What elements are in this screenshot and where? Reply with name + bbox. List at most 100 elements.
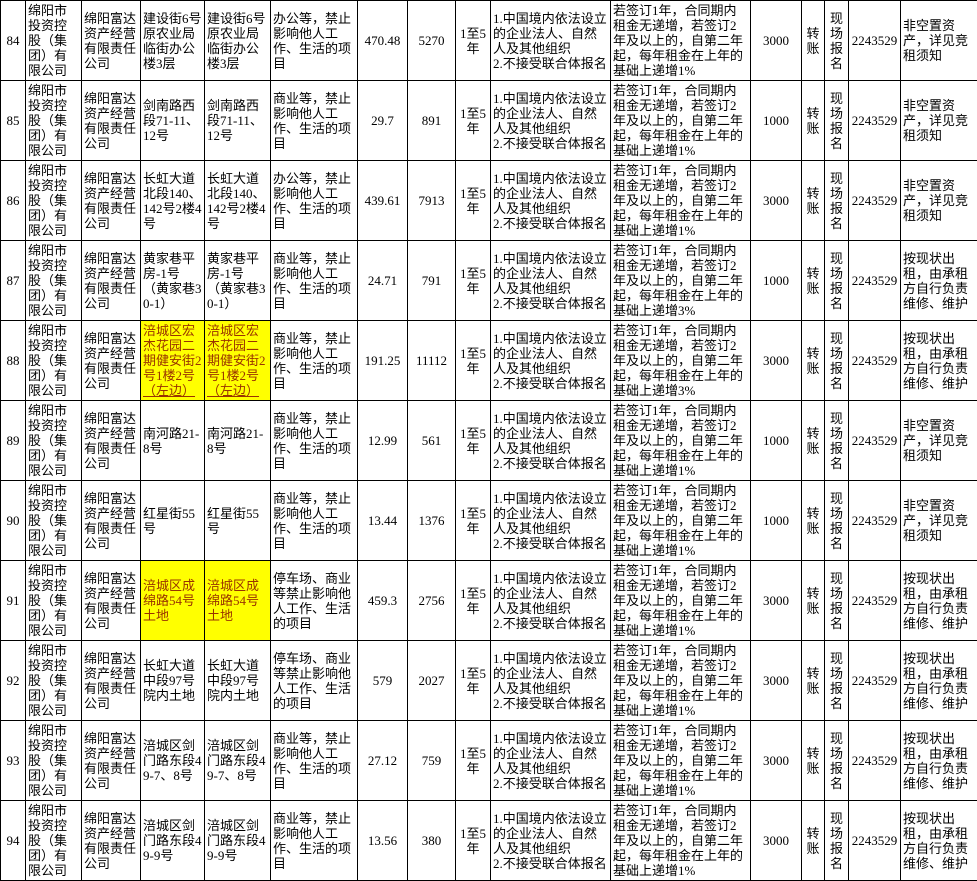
cell-phone: 2243529 [848, 240, 901, 321]
cell-manager: 绵阳富达资产经营有限责任公司 [81, 480, 141, 561]
cell-no: 91 [0, 560, 26, 641]
table-row: 91 绵阳市投资控股（集团）有限公司 绵阳富达资产经营有限责任公司 涪城区成绵路54号… [0, 560, 977, 641]
cell-term: 1至5年 [455, 160, 491, 241]
cell-address: 涪城区成绵路54号土地 [140, 560, 205, 641]
cell-deposit: 3000 [750, 560, 802, 641]
cell-note: 按现状出租，由承租方自行负责维修、维护 [900, 800, 977, 881]
cell-registration: 现场报名 [824, 800, 849, 881]
cell-no: 86 [0, 160, 26, 241]
cell-owner: 绵阳市投资控股（集团）有限公司 [25, 160, 82, 241]
table-row: 87 绵阳市投资控股（集团）有限公司 绵阳富达资产经营有限责任公司 黄家巷平房-1号（… [0, 240, 977, 321]
cell-note: 按现状出租，由承租方自行负责维修、维护 [900, 640, 977, 721]
cell-price: 11112 [407, 320, 456, 401]
cell-phone: 2243529 [848, 320, 901, 401]
table-row: 84 绵阳市投资控股（集团）有限公司 绵阳富达资产经营有限责任公司 建设街6号原农业局… [0, 0, 977, 81]
cell-usage: 商业等，禁止影响他人工作、生活的项目 [270, 240, 358, 321]
cell-term: 1至5年 [455, 400, 491, 481]
cell-payment: 转账 [801, 800, 825, 881]
cell-address: 剑南路西段71-11、12号 [140, 80, 205, 161]
cell-area: 579 [357, 640, 408, 721]
cell-payment: 转账 [801, 720, 825, 801]
cell-term: 1至5年 [455, 800, 491, 881]
cell-manager: 绵阳富达资产经营有限责任公司 [81, 400, 141, 481]
cell-manager: 绵阳富达资产经营有限责任公司 [81, 80, 141, 161]
cell-usage: 商业等，禁止影响他人工作、生活的项目 [270, 480, 358, 561]
cell-manager: 绵阳富达资产经营有限责任公司 [81, 160, 141, 241]
cell-rent_terms: 若签订1年，合同期内租金无递增，若签订2年及以上的，自第二年起，每年租金在上年的… [610, 240, 751, 321]
cell-usage: 商业等，禁止影响他人工作、生活的项目 [270, 400, 358, 481]
cell-no: 90 [0, 480, 26, 561]
cell-no: 93 [0, 720, 26, 801]
cell-registration: 现场报名 [824, 640, 849, 721]
cell-note: 按现状出租，由承租方自行负责维修、维护 [900, 720, 977, 801]
cell-phone: 2243529 [848, 400, 901, 481]
cell-rent_terms: 若签订1年，合同期内租金无递增，若签订2年及以上的，自第二年起，每年租金在上年的… [610, 640, 751, 721]
cell-qualification: 1.中国境内依法设立的企业法人、自然人及其他组织 2.不接受联合体报名 [490, 400, 611, 481]
cell-owner: 绵阳市投资控股（集团）有限公司 [25, 560, 82, 641]
cell-payment: 转账 [801, 0, 825, 81]
cell-address: 涪城区剑门路东段49-7、8号 [140, 720, 205, 801]
table-row: 88 绵阳市投资控股（集团）有限公司 绵阳富达资产经营有限责任公司 涪城区宏杰花园二期… [0, 320, 977, 401]
cell-deposit: 3000 [750, 640, 802, 721]
cell-note: 非空置资产，详见竞租须知 [900, 480, 977, 561]
cell-term: 1至5年 [455, 80, 491, 161]
cell-registration: 现场报名 [824, 400, 849, 481]
cell-usage: 停车场、商业等禁止影响他人工作、生活的项目 [270, 560, 358, 641]
cell-price: 5270 [407, 0, 456, 81]
cell-deposit: 3000 [750, 320, 802, 401]
cell-qualification: 1.中国境内依法设立的企业法人、自然人及其他组织 2.不接受联合体报名 [490, 80, 611, 161]
cell-qualification: 1.中国境内依法设立的企业法人、自然人及其他组织 2.不接受联合体报名 [490, 240, 611, 321]
cell-address2: 长虹大道北段140、142号2楼4号 [204, 160, 271, 241]
cell-qualification: 1.中国境内依法设立的企业法人、自然人及其他组织 2.不接受联合体报名 [490, 320, 611, 401]
underlined-address-suffix: （左边） [207, 383, 260, 398]
cell-manager: 绵阳富达资产经营有限责任公司 [81, 560, 141, 641]
cell-manager: 绵阳富达资产经营有限责任公司 [81, 640, 141, 721]
cell-payment: 转账 [801, 640, 825, 721]
cell-note: 按现状出租，由承租方自行负责维修、维护 [900, 320, 977, 401]
cell-qualification: 1.中国境内依法设立的企业法人、自然人及其他组织 2.不接受联合体报名 [490, 560, 611, 641]
cell-deposit: 3000 [750, 800, 802, 881]
cell-usage: 商业等，禁止影响他人工作、生活的项目 [270, 320, 358, 401]
cell-no: 92 [0, 640, 26, 721]
cell-phone: 2243529 [848, 640, 901, 721]
cell-address: 南河路21-8号 [140, 400, 205, 481]
cell-registration: 现场报名 [824, 160, 849, 241]
cell-term: 1至5年 [455, 320, 491, 401]
cell-phone: 2243529 [848, 160, 901, 241]
cell-note: 非空置资产，详见竞租须知 [900, 160, 977, 241]
cell-phone: 2243529 [848, 80, 901, 161]
cell-price: 561 [407, 400, 456, 481]
cell-registration: 现场报名 [824, 480, 849, 561]
cell-deposit: 1000 [750, 240, 802, 321]
cell-registration: 现场报名 [824, 320, 849, 401]
cell-address2: 涪城区剑门路东段49-7、8号 [204, 720, 271, 801]
cell-rent_terms: 若签订1年，合同期内租金无递增，若签订2年及以上的，自第二年起，每年租金在上年的… [610, 160, 751, 241]
cell-note: 按现状出租，由承租方自行负责维修、维护 [900, 560, 977, 641]
cell-owner: 绵阳市投资控股（集团）有限公司 [25, 640, 82, 721]
cell-deposit: 1000 [750, 400, 802, 481]
cell-note: 非空置资产，详见竞租须知 [900, 0, 977, 81]
underlined-address-suffix: （左边） [143, 383, 196, 398]
cell-deposit: 3000 [750, 160, 802, 241]
cell-qualification: 1.中国境内依法设立的企业法人、自然人及其他组织 2.不接受联合体报名 [490, 640, 611, 721]
cell-area: 24.71 [357, 240, 408, 321]
cell-term: 1至5年 [455, 720, 491, 801]
cell-manager: 绵阳富达资产经营有限责任公司 [81, 240, 141, 321]
cell-registration: 现场报名 [824, 560, 849, 641]
cell-note: 按现状出租，由承租方自行负责维修、维护 [900, 240, 977, 321]
cell-owner: 绵阳市投资控股（集团）有限公司 [25, 320, 82, 401]
cell-no: 87 [0, 240, 26, 321]
cell-term: 1至5年 [455, 480, 491, 561]
cell-area: 13.56 [357, 800, 408, 881]
cell-qualification: 1.中国境内依法设立的企业法人、自然人及其他组织 2.不接受联合体报名 [490, 800, 611, 881]
cell-payment: 转账 [801, 160, 825, 241]
cell-qualification: 1.中国境内依法设立的企业法人、自然人及其他组织 2.不接受联合体报名 [490, 720, 611, 801]
cell-address2: 长虹大道中段97号院内土地 [204, 640, 271, 721]
cell-registration: 现场报名 [824, 80, 849, 161]
cell-rent_terms: 若签订1年，合同期内租金无递增，若签订2年及以上的，自第二年起，每年租金在上年的… [610, 800, 751, 881]
cell-payment: 转账 [801, 320, 825, 401]
cell-payment: 转账 [801, 80, 825, 161]
cell-address2: 南河路21-8号 [204, 400, 271, 481]
cell-registration: 现场报名 [824, 720, 849, 801]
